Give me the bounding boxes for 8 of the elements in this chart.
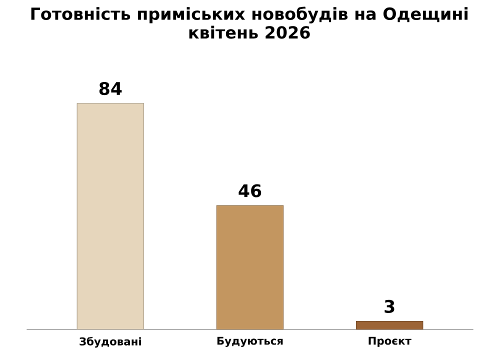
data-label: 3: [384, 300, 394, 313]
x-tick-label: Будуються: [217, 336, 283, 347]
x-tick-label: Збудовані: [80, 336, 141, 348]
chart-title: Готовність приміських новобудів на Одещині: [31, 6, 468, 24]
data-label: 84: [99, 82, 122, 96]
chart-subtitle: квітень 2026: [189, 26, 310, 39]
x-tick-label: Проєкт: [368, 336, 412, 347]
data-label: 46: [238, 184, 262, 198]
